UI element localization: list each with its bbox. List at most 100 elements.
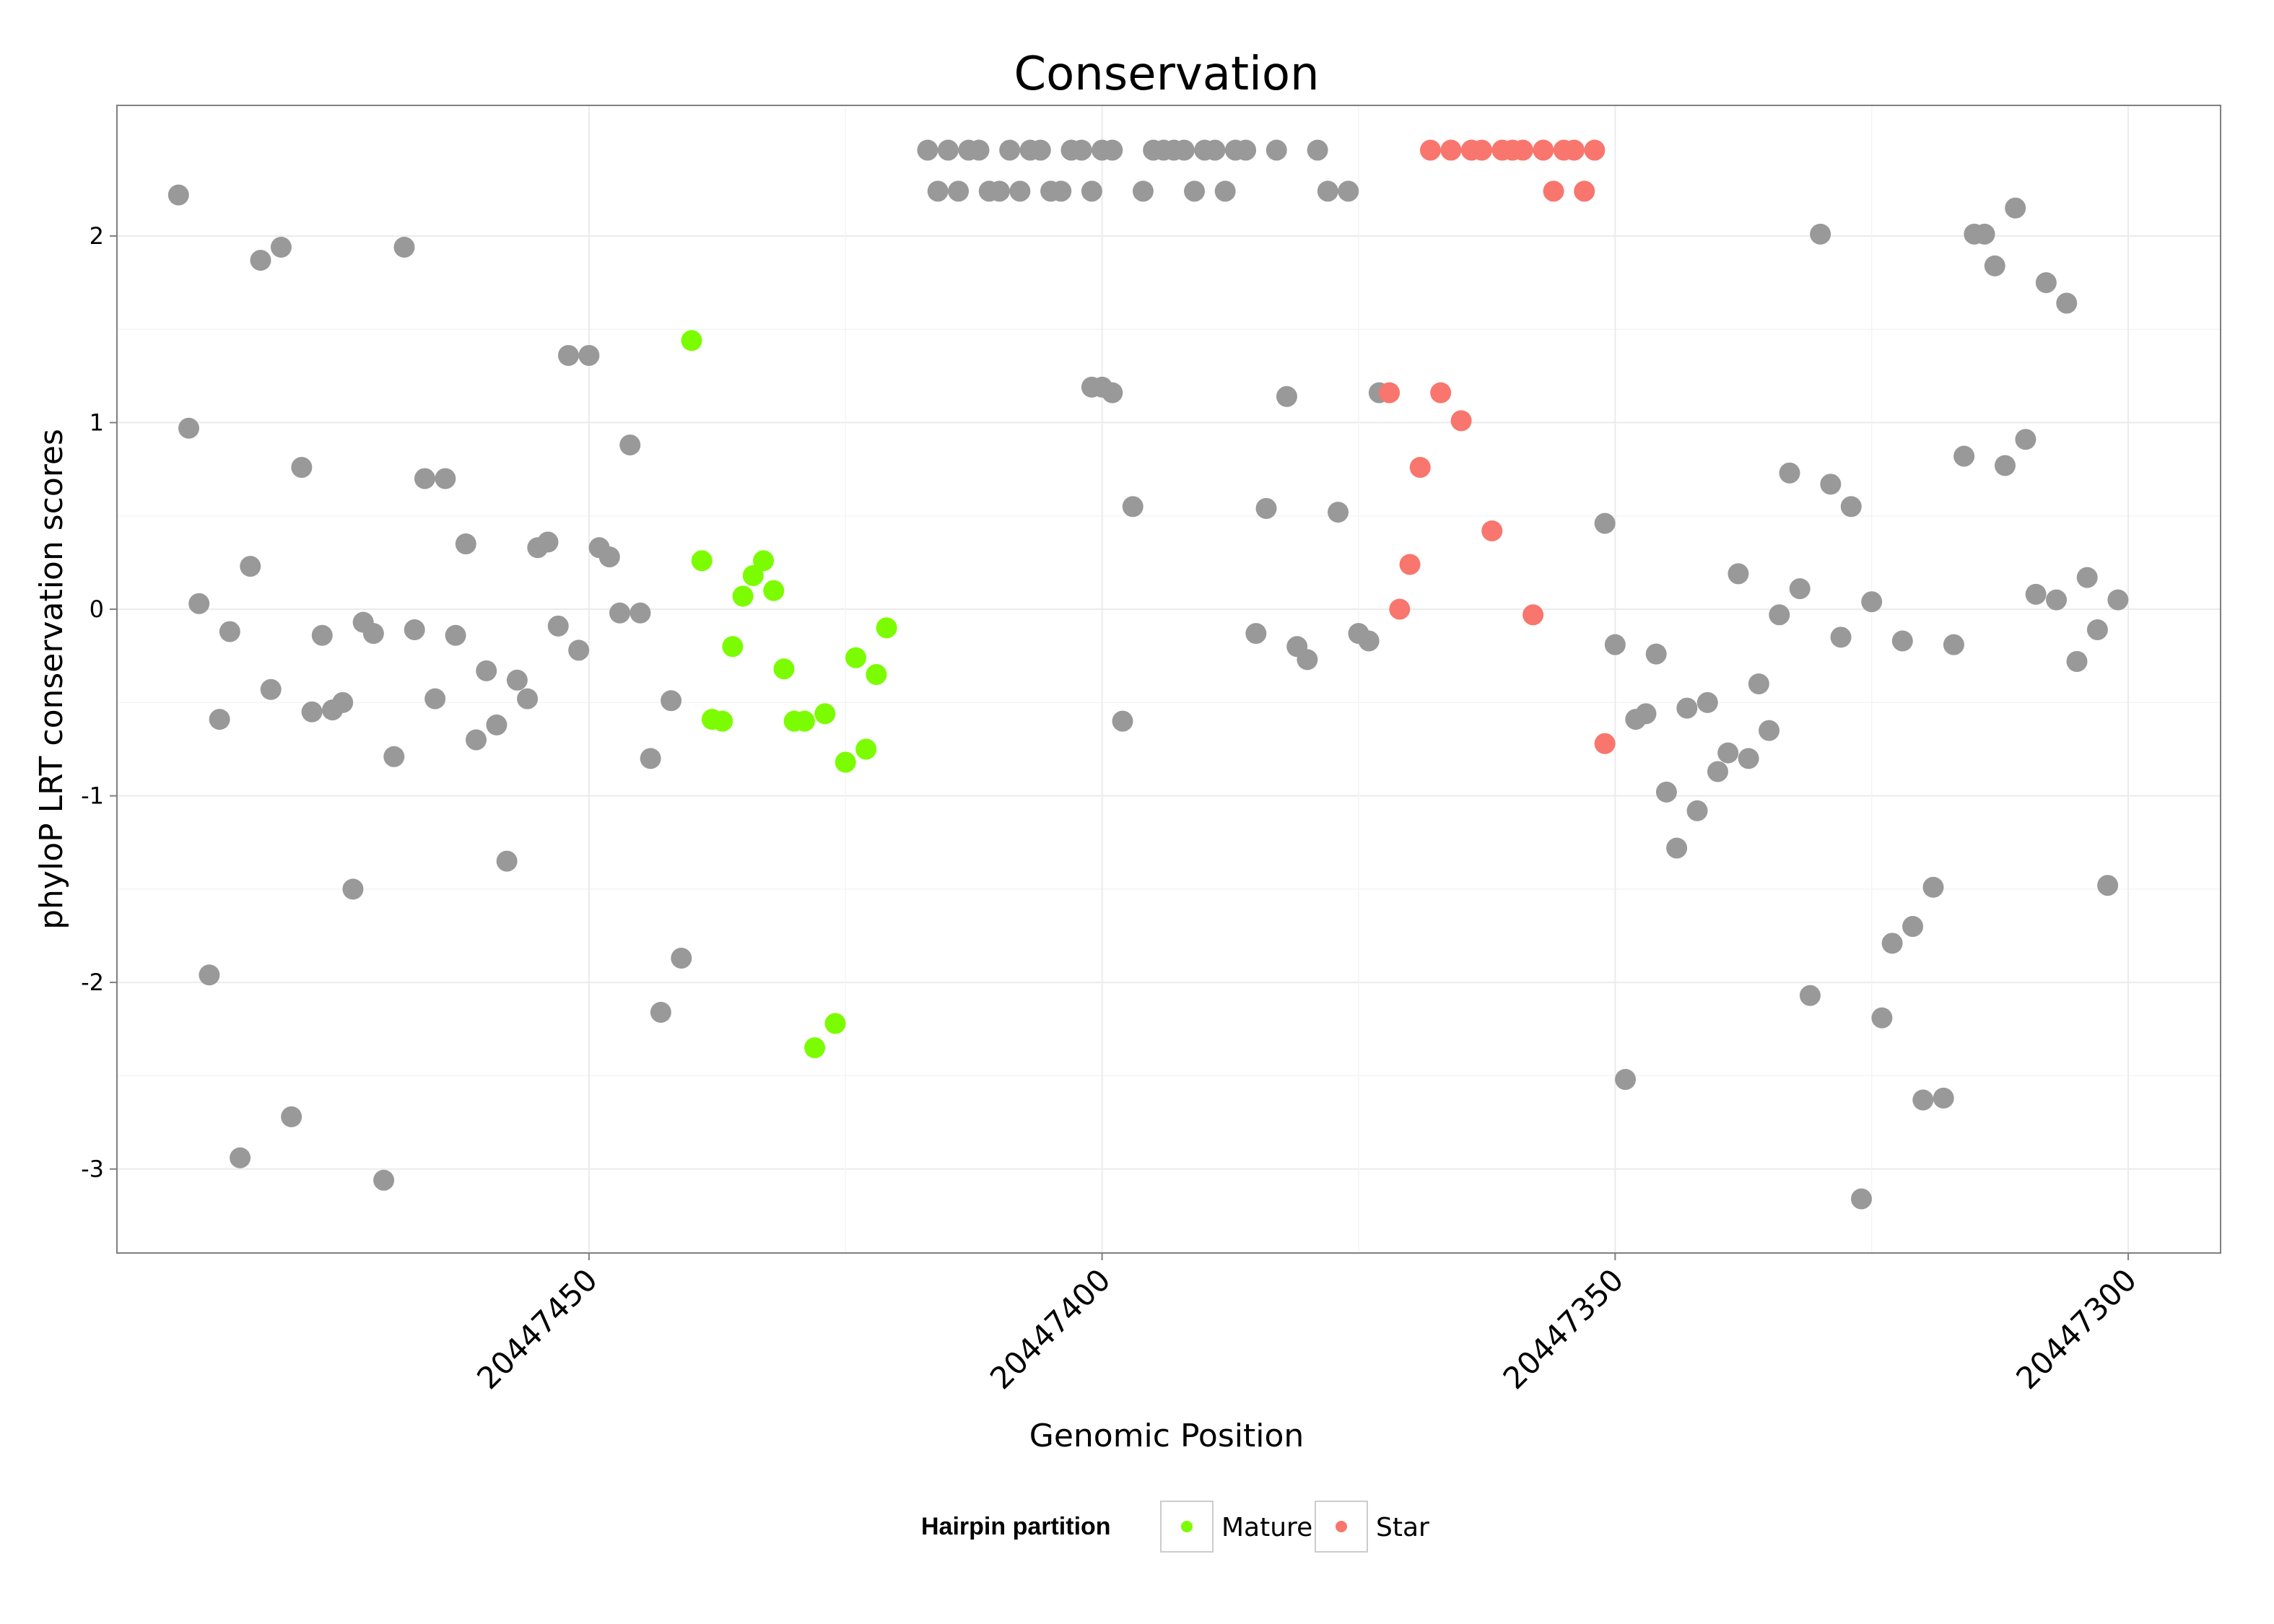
point-other	[1255, 497, 1277, 519]
point-other	[219, 621, 240, 642]
point-mature	[845, 647, 866, 668]
y-tick-label: -2	[81, 969, 104, 996]
point-star	[1594, 733, 1616, 754]
point-other	[1707, 761, 1728, 782]
point-other	[1029, 139, 1051, 161]
point-other	[393, 236, 415, 258]
point-other	[281, 1106, 302, 1127]
point-other	[619, 435, 641, 456]
point-other	[1933, 1087, 1954, 1109]
point-other	[455, 533, 476, 555]
point-mature	[804, 1037, 826, 1059]
point-other	[609, 602, 631, 624]
point-other	[1338, 180, 1359, 202]
point-other	[1850, 1188, 1872, 1210]
point-other	[2066, 650, 2088, 672]
point-other	[937, 139, 959, 161]
point-other	[650, 1001, 671, 1023]
point-other	[1881, 933, 1903, 954]
point-star	[1563, 139, 1585, 161]
point-other	[1594, 512, 1616, 534]
point-other	[1943, 634, 1964, 655]
point-other	[178, 417, 200, 439]
point-other	[1071, 139, 1092, 161]
point-other	[2056, 292, 2078, 314]
point-mature	[691, 550, 713, 572]
plot-panel-border	[116, 105, 2221, 1254]
point-other	[1902, 916, 1924, 938]
y-axis-title: phyloP LRT conservation scores	[33, 429, 70, 930]
point-other	[209, 709, 230, 730]
y-tick-label: 1	[90, 409, 104, 437]
point-mature	[753, 550, 775, 572]
point-star	[1430, 382, 1452, 403]
point-mature	[732, 585, 754, 607]
point-other	[598, 546, 620, 568]
point-other	[1759, 720, 1780, 741]
point-other	[1265, 139, 1287, 161]
point-other	[968, 139, 990, 161]
point-mature	[814, 703, 836, 725]
point-other	[435, 468, 456, 489]
grid-lines	[117, 105, 2221, 1253]
y-tick-label: -3	[81, 1156, 104, 1183]
point-other	[1748, 673, 1769, 694]
point-other	[362, 623, 384, 645]
point-other	[373, 1169, 395, 1191]
point-other	[1307, 139, 1328, 161]
point-other	[2025, 583, 2047, 605]
legend-key-star-box	[1315, 1501, 1368, 1553]
point-other	[1666, 837, 1688, 859]
point-other	[383, 746, 405, 767]
point-other	[1245, 623, 1267, 645]
point-other	[230, 1147, 251, 1169]
point-star	[1379, 382, 1400, 403]
point-other	[1009, 180, 1031, 202]
point-other	[568, 639, 590, 661]
point-other	[1769, 604, 1790, 626]
point-mature	[681, 330, 702, 352]
point-other	[1317, 180, 1338, 202]
point-other	[1604, 634, 1626, 655]
point-star	[1389, 598, 1411, 620]
point-other	[1974, 223, 1995, 245]
point-other	[506, 669, 528, 691]
point-other	[1122, 496, 1143, 518]
point-mature	[742, 565, 764, 587]
point-other	[1810, 223, 1831, 245]
point-other	[1276, 385, 1297, 407]
point-other	[332, 691, 354, 713]
point-other	[927, 180, 949, 202]
point-other	[1912, 1089, 1934, 1111]
point-other	[1738, 748, 1759, 769]
point-star	[1450, 410, 1472, 432]
point-other	[1184, 180, 1206, 202]
point-other	[2097, 875, 2119, 896]
legend: Hairpin partition Mature Star	[921, 1501, 1429, 1553]
point-star	[1543, 180, 1564, 202]
point-other	[2076, 567, 2098, 588]
point-other	[578, 344, 600, 366]
point-other	[2005, 197, 2026, 219]
point-other	[1861, 591, 1883, 613]
y-tick-label: 0	[90, 595, 104, 623]
point-mature	[855, 738, 877, 760]
point-other	[1235, 139, 1257, 161]
point-other	[466, 729, 487, 751]
point-other	[404, 619, 425, 640]
point-other	[1840, 496, 1862, 518]
point-mature	[835, 751, 856, 773]
point-other	[1615, 1069, 1637, 1091]
point-star	[1533, 139, 1554, 161]
point-other	[1676, 697, 1698, 719]
point-other	[1830, 627, 1852, 648]
point-other	[1696, 691, 1718, 713]
point-other	[1645, 643, 1667, 665]
point-star	[1419, 139, 1441, 161]
point-other	[661, 690, 682, 712]
legend-label-star: Star	[1376, 1513, 1429, 1542]
point-other	[199, 964, 220, 986]
point-other	[1799, 985, 1821, 1006]
point-other	[2035, 272, 2057, 294]
